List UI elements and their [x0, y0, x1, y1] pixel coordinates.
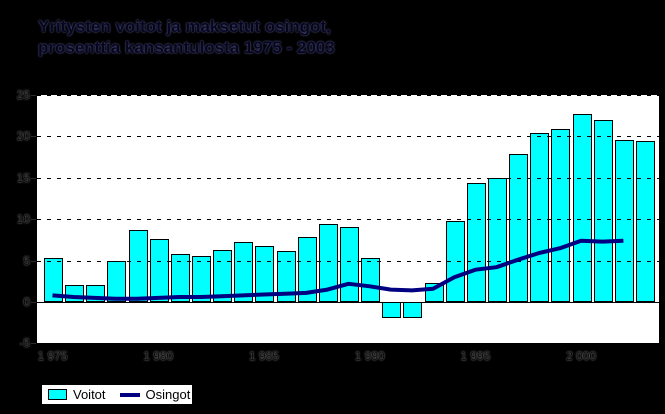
y-tick-label-5: 5: [23, 253, 30, 268]
gridline-15: [37, 177, 659, 179]
voitot-swatch-icon: [48, 389, 67, 400]
bar-voitot-1979: [128, 229, 148, 302]
bar-voitot-1986: [276, 250, 296, 302]
bar-voitot-1988: [318, 224, 338, 302]
bar-voitot-2000: [572, 114, 592, 302]
bar-voitot-1993: [424, 282, 444, 302]
zero-axis-line: [37, 302, 659, 303]
gridline-20: [37, 136, 659, 138]
bar-voitot-1989: [340, 226, 360, 302]
bar-voitot-1985: [255, 245, 275, 302]
bar-voitot-1987: [297, 237, 317, 302]
x-tick-label-2000: 2 000: [566, 349, 597, 363]
bar-voitot-1984: [234, 242, 254, 302]
y-tick-label-10: 10: [16, 212, 30, 227]
x-tick-label-1975: 1 975: [37, 349, 68, 363]
y-tick-mark-25: [31, 95, 36, 96]
bar-voitot-1980: [149, 239, 169, 302]
x-tick-label-1990: 1 990: [354, 349, 385, 363]
bar-voitot-1976: [65, 285, 85, 302]
y-tick-label-15: 15: [16, 170, 30, 185]
bar-voitot-1982: [192, 255, 211, 302]
plot-area: [36, 95, 660, 345]
bar-voitot-1995: [466, 182, 486, 302]
bar-voitot-1975: [44, 258, 63, 302]
bar-voitot-1983: [213, 249, 233, 302]
bar-voitot-1978: [107, 260, 127, 302]
gridline-5: [37, 260, 659, 262]
y-tick-label-0: 0: [23, 295, 30, 309]
legend-label-osingot: Osingot: [145, 387, 191, 402]
chart-title-line1: Yritysten voitot ja maksetut osingot,: [38, 17, 331, 36]
x-tick-label-1980: 1 980: [143, 349, 174, 363]
y-tick-mark-5: [31, 260, 36, 262]
y-tick-mark-10: [31, 219, 36, 221]
bar-voitot-1998: [530, 133, 550, 302]
chart-title-line2: prosenttia kansantulosta 1975 - 2003: [38, 38, 335, 57]
chart-title: Yritysten voitot ja maksetut osingot, pr…: [38, 16, 458, 58]
y-tick-mark-15: [31, 177, 36, 179]
legend-label-voitot: Voitot: [73, 387, 106, 402]
y-tick-label-20: 20: [16, 129, 30, 144]
bar-voitot-2002: [614, 139, 634, 302]
bar-voitot-2001: [593, 119, 613, 302]
gridline-10: [37, 219, 659, 221]
x-tick-label-1985: 1 985: [248, 349, 279, 363]
bar-voitot-1997: [509, 153, 529, 302]
bar-voitot-1977: [86, 285, 106, 302]
bar-voitot-2003: [636, 141, 656, 302]
bar-voitot-1999: [551, 128, 571, 302]
bar-voitot-1996: [488, 177, 508, 302]
gridline-25: [37, 95, 659, 96]
x-tick-label-1995: 1 995: [460, 349, 491, 363]
bar-voitot-1992: [403, 302, 423, 318]
y-tick-mark--5: [31, 343, 36, 345]
y-tick-label--5: -5: [19, 336, 30, 351]
y-tick-mark-20: [31, 136, 36, 138]
bar-voitot-1990: [361, 258, 381, 302]
y-tick-mark-0: [31, 302, 36, 303]
legend: Voitot Osingot: [40, 383, 194, 406]
bar-voitot-1991: [382, 302, 402, 318]
y-tick-label-25: 25: [16, 88, 30, 102]
osingot-line-icon: [119, 392, 140, 397]
